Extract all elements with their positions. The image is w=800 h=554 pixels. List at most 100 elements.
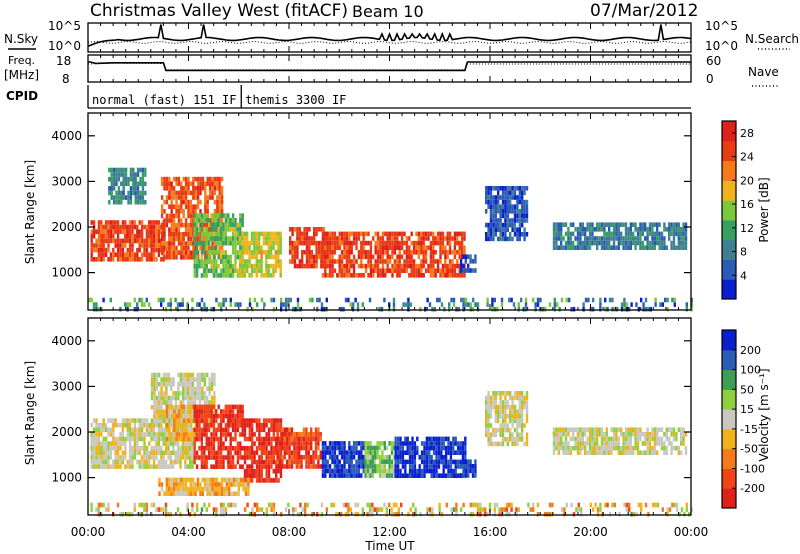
heatmap-cell xyxy=(652,502,655,508)
heatmap-cell xyxy=(148,455,151,460)
heatmap-cell xyxy=(248,511,252,517)
heatmap-cell xyxy=(379,245,382,250)
heatmap-cell xyxy=(241,245,244,251)
heatmap-cell xyxy=(591,231,594,237)
heatmap-cell xyxy=(100,427,103,433)
heatmap-cell xyxy=(208,186,212,191)
heatmap-cell xyxy=(548,511,552,517)
heatmap-cell xyxy=(569,236,572,241)
heatmap-cell xyxy=(172,450,175,456)
heatmap-cell xyxy=(411,468,414,474)
heatmap-cell xyxy=(191,507,194,512)
heatmap-cell xyxy=(173,427,176,433)
heatmap-cell xyxy=(119,455,122,460)
heatmap-cell xyxy=(195,436,199,442)
heatmap-cell xyxy=(336,236,339,241)
heatmap-cell xyxy=(205,507,208,512)
heatmap-cell xyxy=(287,302,290,307)
heatmap-cell xyxy=(141,167,145,173)
heatmap-cell xyxy=(364,450,367,455)
heatmap-cell xyxy=(494,391,497,396)
heatmap-cell xyxy=(224,254,228,260)
heatmap-cell xyxy=(210,423,213,428)
heatmap-cell xyxy=(348,254,351,260)
heatmap-cell xyxy=(320,240,323,246)
heatmap-cell xyxy=(352,273,356,278)
heatmap-cell xyxy=(398,263,401,269)
heatmap-cell xyxy=(461,441,465,446)
heatmap-cell xyxy=(116,436,120,442)
heatmap-cell xyxy=(598,236,601,241)
heatmap-cell xyxy=(236,409,240,414)
heatmap-cell xyxy=(289,297,292,303)
heatmap-cell xyxy=(120,181,123,187)
heatmap-cell xyxy=(212,404,216,410)
heatmap-cell xyxy=(422,240,425,246)
heatmap-cell xyxy=(610,245,613,250)
heatmap-cell xyxy=(172,441,175,446)
heatmap-cell xyxy=(308,240,311,246)
heatmap-cell xyxy=(279,263,282,269)
heatmap-cell xyxy=(248,450,251,456)
heatmap-cell xyxy=(295,459,298,465)
heatmap-cell xyxy=(167,445,170,451)
heatmap-cell xyxy=(97,441,101,446)
heatmap-cell xyxy=(186,386,190,392)
heatmap-cell xyxy=(319,436,322,442)
heatmap-cell xyxy=(369,250,373,255)
heatmap-cell xyxy=(411,473,414,478)
heatmap-cell xyxy=(663,222,666,227)
heatmap-cell xyxy=(360,259,363,264)
heatmap-cell xyxy=(212,455,216,460)
heatmap-cell xyxy=(217,231,220,237)
heatmap-cell xyxy=(291,227,294,232)
heatmap-cell xyxy=(187,491,190,496)
heatmap-cell xyxy=(227,464,230,469)
heatmap-cell xyxy=(177,204,181,209)
heatmap-cell xyxy=(350,473,353,478)
heatmap-cell xyxy=(516,395,519,401)
heatmap-cell xyxy=(191,464,194,469)
heatmap-cell xyxy=(317,441,320,446)
heatmap-cell xyxy=(338,441,341,446)
heatmap-cell xyxy=(448,273,452,278)
heatmap-cell xyxy=(109,464,113,469)
heatmap-cell xyxy=(241,427,244,433)
heatmap-cell xyxy=(177,404,181,410)
heatmap-cell xyxy=(112,167,116,173)
heatmap-cell xyxy=(680,240,683,246)
heatmap-cell xyxy=(90,450,93,456)
heatmap-cell xyxy=(357,454,361,460)
heatmap-cell xyxy=(636,432,640,437)
heatmap-cell xyxy=(656,231,659,237)
heatmap-cell xyxy=(205,413,208,419)
heatmap-cell xyxy=(656,227,659,232)
heatmap-cell xyxy=(376,263,380,269)
heatmap-cell xyxy=(374,268,377,273)
heatmap-cell xyxy=(112,422,115,428)
heatmap-cell xyxy=(506,404,509,410)
heatmap-cell xyxy=(121,422,125,428)
heatmap-cell xyxy=(155,409,158,415)
heatmap-cell xyxy=(95,229,98,234)
y-tick-label: 3000 xyxy=(51,174,82,188)
heatmap-cell xyxy=(310,464,313,469)
heatmap-cell xyxy=(104,234,108,239)
heatmap-cell xyxy=(393,445,396,451)
heatmap-cell xyxy=(258,245,261,250)
heatmap-cell xyxy=(170,241,173,246)
heatmap-cell xyxy=(379,254,382,260)
heatmap-cell xyxy=(284,297,288,303)
heatmap-cell xyxy=(239,409,242,414)
heatmap-cell xyxy=(144,181,147,187)
heatmap-cell xyxy=(112,445,115,451)
heatmap-cell xyxy=(499,195,502,200)
heatmap-cell xyxy=(200,507,204,512)
heatmap-cell xyxy=(100,234,103,239)
heatmap-cell xyxy=(557,450,560,455)
heatmap-cell xyxy=(195,240,199,246)
heatmap-cell xyxy=(150,502,153,508)
heatmap-cell xyxy=(429,231,433,237)
heatmap-cell xyxy=(326,459,329,465)
heatmap-cell xyxy=(112,459,115,465)
